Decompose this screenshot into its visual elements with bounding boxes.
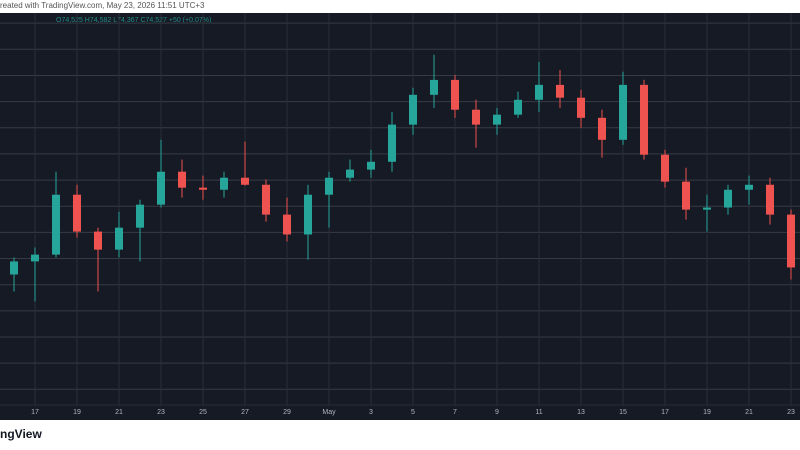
candle-body (283, 214, 291, 235)
candle-body (598, 117, 606, 140)
candle-body (787, 214, 795, 268)
x-tick-label: 27 (241, 409, 249, 416)
x-tick-label: 5 (411, 409, 415, 416)
x-tick-label: 21 (115, 409, 123, 416)
x-tick-label: May (322, 409, 336, 416)
ohlc-legend: O74,525 H74,582 L74,367 C74,527 +50 (+0.… (56, 17, 211, 24)
candle-body (556, 84, 564, 98)
x-tick-label: 9 (495, 409, 499, 416)
candle-body (535, 84, 543, 100)
x-tick-label: 3 (369, 409, 373, 416)
candle-body (115, 227, 123, 250)
candle-body (241, 177, 249, 185)
candle-body (304, 194, 312, 235)
x-tick-label: 13 (577, 409, 585, 416)
candle-body (10, 261, 18, 275)
footer-logo: ngView (0, 427, 42, 441)
candle-body (94, 231, 102, 250)
x-tick-label: 7 (453, 409, 457, 416)
candle-body (577, 97, 585, 118)
x-tick-label: 23 (787, 409, 795, 416)
x-tick-label: 11 (535, 409, 542, 416)
candle-body (493, 114, 501, 125)
x-tick-label: 19 (703, 409, 711, 416)
x-tick-label: 17 (31, 409, 39, 416)
candle-body (178, 171, 186, 188)
chart-title: reated with TradingView.com, May 23, 202… (0, 1, 205, 10)
candle-body (346, 169, 354, 178)
candle-body (52, 194, 60, 255)
candle-body (388, 124, 396, 162)
candle-body (703, 207, 711, 210)
candle-body (451, 79, 459, 110)
x-tick-label: 29 (283, 409, 291, 416)
candle-body (430, 79, 438, 95)
candle-body (220, 177, 228, 190)
candle-body (766, 184, 774, 215)
candle-body (619, 84, 627, 140)
x-tick-label: 23 (157, 409, 165, 416)
candle-body (325, 177, 333, 195)
candle-body (199, 187, 207, 190)
x-tick-label: 15 (619, 409, 627, 416)
candle-body (409, 94, 417, 125)
x-tick-label: 21 (745, 409, 753, 416)
x-tick-label: 25 (199, 409, 207, 416)
candle-body (262, 184, 270, 215)
candle-body (745, 184, 753, 190)
candle-body (73, 194, 81, 232)
x-tick-label: 19 (73, 409, 81, 416)
chart-background (0, 13, 800, 420)
candle-body (31, 254, 39, 262)
candle-body (661, 154, 669, 182)
candle-body (514, 99, 522, 115)
candle-body (136, 204, 144, 228)
candle-body (472, 109, 480, 125)
candle-body (640, 84, 648, 155)
candle-body (157, 171, 165, 205)
candle-body (682, 181, 690, 210)
candle-body (724, 189, 732, 208)
candle-body (367, 161, 375, 170)
x-tick-label: 17 (661, 409, 669, 416)
